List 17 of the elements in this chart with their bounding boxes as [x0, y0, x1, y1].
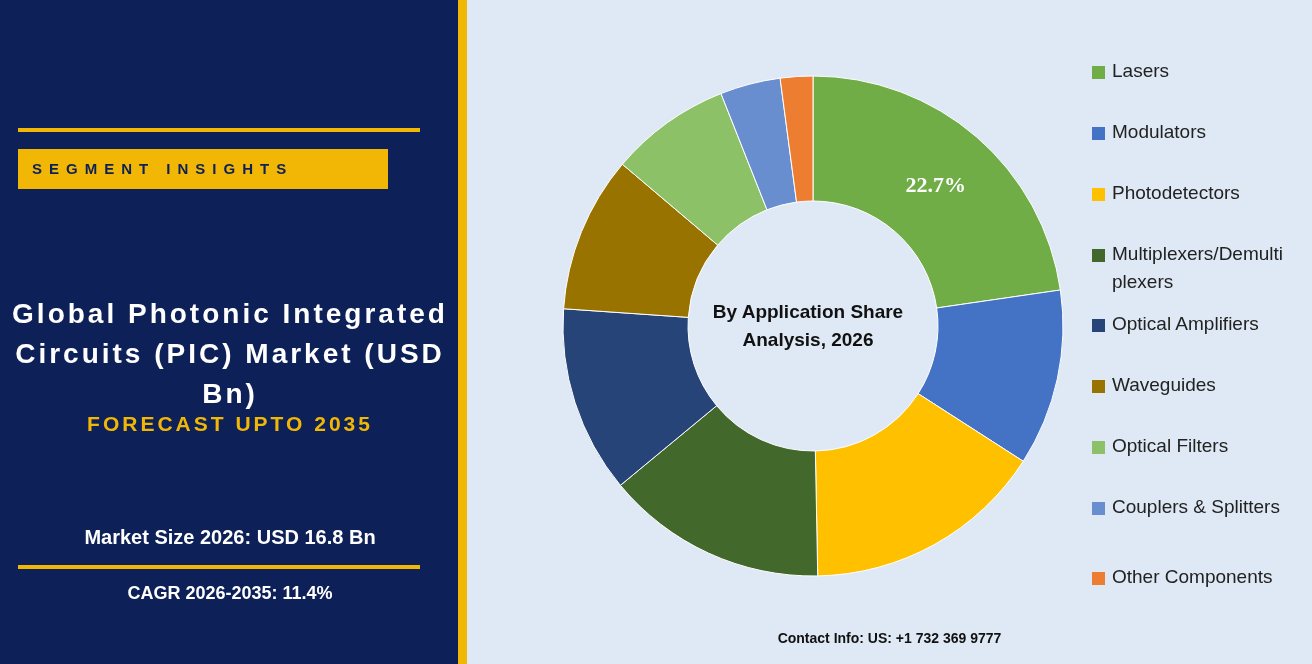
text: CAGR 2026-2035: 11.4%: [126, 583, 334, 604]
text: FORECAST UPTO 2035: [86, 412, 374, 436]
text: By Application Share Analysis, 2026: [711, 300, 905, 352]
legend-label: Optical Filters: [1112, 434, 1229, 458]
text: Global Photonic Integrated Circuits (PIC) Market (USD Bn): [12, 298, 448, 409]
text: Market Size 2026: USD 16.8 Bn: [83, 526, 377, 549]
legend-label: Lasers: [1112, 59, 1170, 83]
legend-label: Other Components: [1112, 565, 1273, 589]
text: SEGMENT INSIGHTS: [18, 149, 388, 189]
legend-label: Couplers & Splitters: [1112, 495, 1280, 519]
legend-label: Waveguides: [1112, 373, 1216, 397]
legend-label: Multiplexers/Demultiplexers: [1112, 242, 1285, 294]
legend-label: Photodetectors: [1112, 181, 1240, 205]
data-label: 22.7%: [905, 171, 966, 197]
text: Contact Info: US: +1 732 369 9777: [776, 630, 1003, 646]
legend-label: Optical Amplifiers: [1112, 312, 1259, 336]
legend-label: Modulators: [1112, 120, 1206, 144]
